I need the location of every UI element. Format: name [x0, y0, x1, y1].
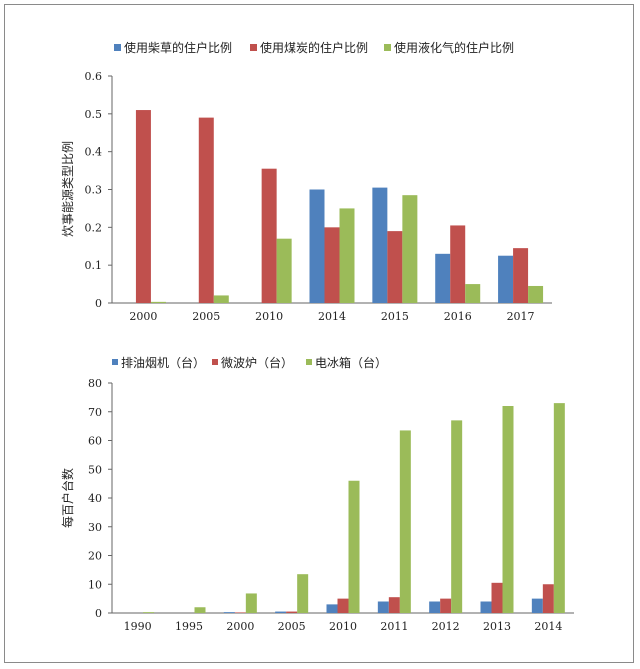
bar [498, 255, 514, 303]
y-tick-label: 80 [88, 377, 102, 390]
bar [450, 225, 466, 303]
bar [502, 406, 514, 613]
legend-label-coal: 使用煤炭的住户比例 [260, 40, 368, 55]
bar [429, 601, 441, 613]
bar [377, 601, 389, 613]
legend-label-lpg: 使用液化气的住户比例 [394, 40, 514, 55]
bar [387, 231, 403, 303]
bar [286, 611, 298, 613]
x-tick-label: 2014 [534, 620, 562, 633]
x-tick-label: 2017 [507, 310, 535, 323]
bar [261, 168, 277, 303]
y-tick-label: 50 [88, 463, 102, 476]
y-axis-label-top: 炊事能源类型比例 [61, 141, 75, 237]
bar [324, 227, 340, 303]
y-tick-label: 0.4 [85, 146, 103, 159]
bar [150, 301, 166, 303]
x-tick-label: 1990 [124, 620, 152, 633]
bar [402, 195, 418, 303]
bar [531, 598, 543, 613]
y-axis-label-bottom: 每百户台数 [60, 468, 75, 528]
x-tick-label: 2005 [278, 620, 306, 633]
bar [513, 248, 529, 303]
bar [213, 295, 229, 303]
bar [276, 238, 292, 303]
y-tick-label: 70 [88, 406, 102, 419]
bar [435, 253, 451, 303]
legend-swatch-lpg [384, 44, 391, 51]
x-tick-label: 2015 [381, 310, 409, 323]
chart-bottom: 0 10 20 30 40 50 60 70 80 1990 1995 2000 2005 2010 201… [88, 377, 574, 633]
x-tick-label: 2016 [444, 310, 472, 323]
bar [297, 574, 309, 613]
y-tick-label: 0.1 [85, 259, 103, 272]
x-tick-label: 2014 [318, 310, 346, 323]
bar [465, 284, 481, 303]
figure-frame [4, 4, 634, 663]
bar [399, 430, 411, 613]
bar [372, 187, 388, 303]
legend-swatch-firewood [114, 44, 121, 51]
x-tick-label: 2011 [380, 620, 408, 633]
bar [542, 584, 554, 613]
x-tick-label: 2013 [483, 620, 511, 633]
x-tick-label: 2005 [192, 310, 220, 323]
y-tick-label: 0.6 [85, 70, 103, 83]
y-tick-label: 60 [88, 435, 102, 448]
bar [135, 110, 151, 303]
legend-label-fridge: 电冰箱（台） [315, 355, 387, 370]
y-tick-label: 0.3 [85, 184, 103, 197]
y-tick-label: 40 [88, 492, 102, 505]
x-tick-label: 2000 [226, 620, 254, 633]
bar [528, 285, 544, 303]
legend-top: 使用柴草的住户比例 使用煤炭的住户比例 使用液化气的住户比例 [114, 40, 514, 55]
bar [451, 420, 463, 613]
x-tick-label: 2000 [129, 310, 157, 323]
bar [339, 208, 355, 303]
bar [440, 598, 452, 613]
bar [326, 604, 338, 613]
legend-bottom: 排油烟机（台） 微波炉（台） 电冰箱（台） [112, 355, 387, 370]
y-tick-label: 0 [95, 297, 102, 310]
y-tick-label: 0 [95, 607, 102, 620]
bar [337, 598, 349, 613]
bar [194, 607, 206, 613]
bar [491, 582, 503, 613]
chart-top: 0 0.1 0.2 0.3 0.4 0.5 0.6 2000 2005 2010 2014 2015 2… [85, 70, 552, 323]
bar [245, 593, 257, 613]
bar [553, 403, 565, 613]
legend-swatch-microwave [212, 359, 218, 365]
bar [275, 611, 287, 613]
bar [480, 601, 492, 613]
bar [143, 612, 155, 613]
x-tick-label: 2010 [255, 310, 283, 323]
bar [198, 117, 214, 303]
bar [223, 612, 235, 613]
bar [309, 189, 325, 303]
legend-label-firewood: 使用柴草的住户比例 [124, 40, 232, 55]
x-tick-label: 1995 [175, 620, 203, 633]
legend-swatch-range-hood [112, 359, 118, 365]
y-tick-label: 0.2 [85, 221, 103, 234]
x-tick-label: 2010 [329, 620, 357, 633]
y-tick-label: 30 [88, 521, 102, 534]
legend-swatch-fridge [306, 359, 312, 365]
legend-label-microwave: 微波炉（台） [221, 355, 293, 370]
y-tick-label: 10 [88, 578, 102, 591]
y-tick-label: 20 [88, 550, 102, 563]
bar [388, 597, 400, 613]
bar [348, 480, 360, 613]
x-tick-label: 2012 [432, 620, 460, 633]
legend-label-range-hood: 排油烟机（台） [121, 355, 205, 370]
bar [234, 612, 246, 613]
y-tick-label: 0.5 [85, 108, 103, 121]
legend-swatch-coal [250, 44, 257, 51]
